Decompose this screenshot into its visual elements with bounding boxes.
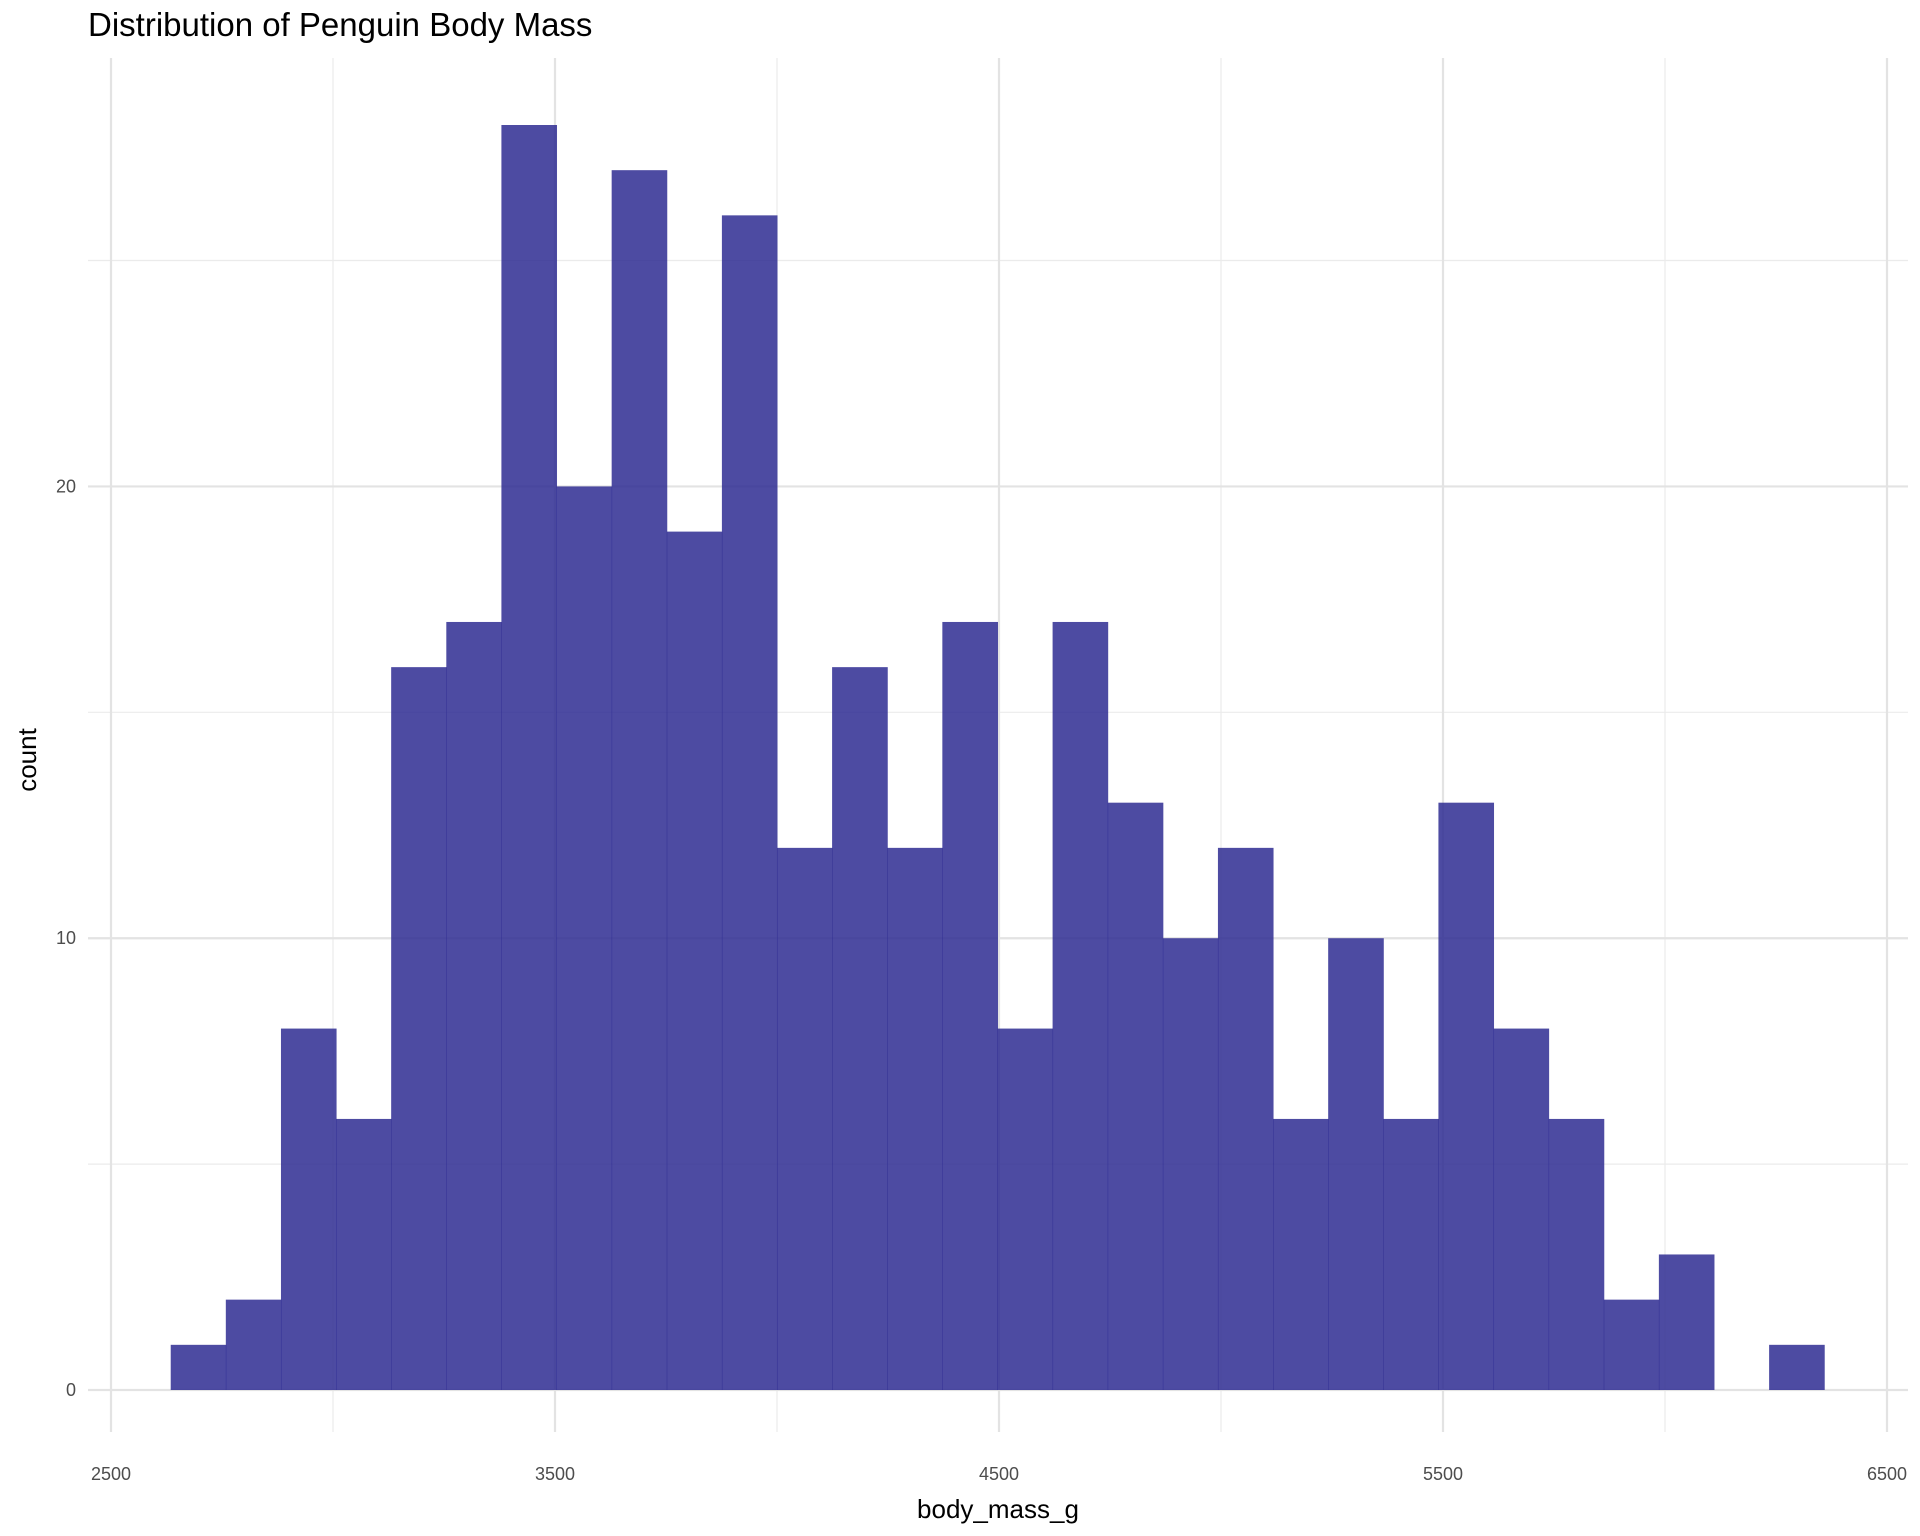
histogram-bar	[1493, 1028, 1550, 1390]
y-tick-label: 0	[66, 1380, 76, 1400]
x-axis-title: body_mass_g	[917, 1494, 1079, 1524]
histogram-bar	[1052, 621, 1109, 1390]
y-tick-label: 20	[56, 476, 76, 496]
histogram-bar	[887, 847, 943, 1390]
histogram-bar	[1438, 802, 1495, 1390]
histogram-bar	[1217, 847, 1274, 1390]
histogram-bar	[446, 621, 502, 1390]
histogram-bar	[501, 125, 558, 1390]
y-tick-label: 10	[56, 928, 76, 948]
histogram-bars	[170, 125, 1825, 1390]
histogram-bar	[391, 667, 447, 1390]
x-tick-label: 4500	[979, 1464, 1019, 1484]
histogram-bar	[336, 1118, 392, 1390]
y-axis-title: count	[12, 727, 42, 791]
histogram-bar	[1603, 1299, 1660, 1390]
tick-labels: 2500 3500 4500 5500 6500 0 10 20	[56, 476, 1907, 1484]
chart-title: Distribution of Penguin Body Mass	[88, 6, 593, 43]
x-tick-label: 2500	[91, 1464, 131, 1484]
histogram-bar	[1769, 1344, 1825, 1390]
histogram-bar	[1548, 1118, 1605, 1390]
histogram-bar	[1328, 938, 1384, 1390]
histogram-bar	[611, 170, 668, 1390]
histogram-bar	[556, 486, 613, 1390]
histogram-bar	[721, 215, 778, 1390]
x-tick-label: 6500	[1867, 1464, 1907, 1484]
histogram-bar	[280, 1028, 337, 1390]
x-tick-label: 3500	[535, 1464, 575, 1484]
histogram-bar	[170, 1344, 227, 1390]
histogram-bar	[1107, 802, 1164, 1390]
histogram-bar	[1383, 1118, 1439, 1390]
x-tick-label: 5500	[1423, 1464, 1463, 1484]
histogram-bar	[1162, 938, 1219, 1390]
histogram-bar	[1273, 1118, 1329, 1390]
histogram-bar	[832, 667, 888, 1390]
histogram-bar	[777, 847, 833, 1390]
histogram-bar	[666, 531, 723, 1390]
histogram-bar	[942, 621, 998, 1390]
histogram-bar	[225, 1299, 282, 1390]
histogram-bar	[997, 1028, 1054, 1390]
histogram-bar	[1658, 1254, 1715, 1390]
